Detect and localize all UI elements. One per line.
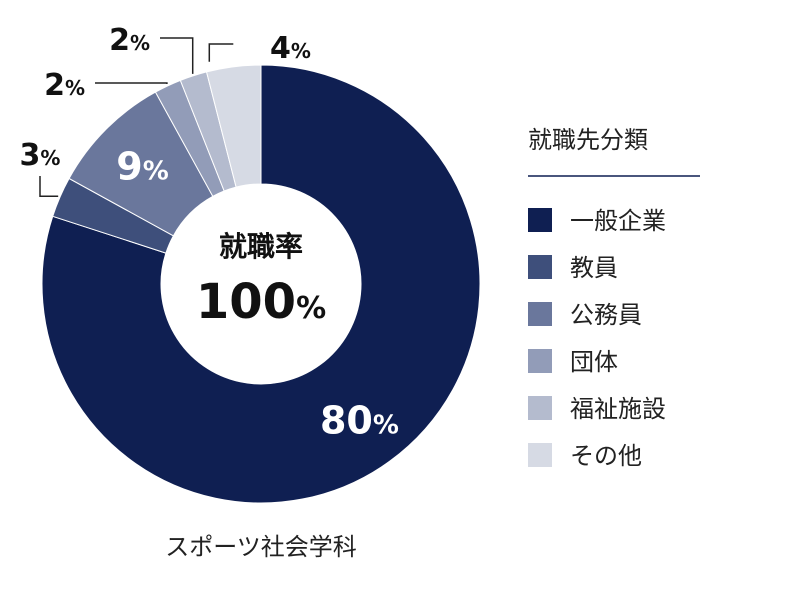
- leader-line-教員: [39, 176, 59, 197]
- legend-label-その他: その他: [570, 442, 642, 470]
- slice-label-団体: 2%: [44, 68, 85, 103]
- legend-label-福祉施設: 福祉施設: [570, 395, 666, 423]
- legend-label-公務員: 公務員: [570, 301, 642, 329]
- leader-line-団体: [95, 82, 168, 85]
- leader-lines: [39, 37, 234, 197]
- leader-line-福祉施設: [160, 37, 194, 74]
- leader-line-その他: [208, 43, 234, 62]
- legend-swatch-その他: [528, 443, 552, 467]
- legend-title: 就職先分類: [528, 126, 648, 154]
- chart-caption: スポーツ社会学科: [165, 533, 357, 561]
- legend-label-一般企業: 一般企業: [570, 207, 666, 235]
- legend-swatch-福祉施設: [528, 396, 552, 420]
- legend-swatch-団体: [528, 349, 552, 373]
- center-value: 100%: [196, 274, 326, 330]
- legend-swatch-教員: [528, 255, 552, 279]
- legend-label-教員: 教員: [570, 254, 618, 282]
- slice-label-教員: 3%: [20, 138, 61, 173]
- slice-label-その他: 4%: [270, 31, 311, 66]
- slice-label-福祉施設: 2%: [109, 23, 150, 58]
- slice-labels: 80% 9% 4% 2% 2% 3%: [20, 23, 399, 443]
- legend-label-団体: 団体: [570, 348, 618, 376]
- slice-label-一般企業: 80%: [320, 399, 399, 443]
- legend-swatch-公務員: [528, 302, 552, 326]
- center-title: 就職率: [219, 230, 303, 263]
- legend-swatch-一般企業: [528, 208, 552, 232]
- donut-slices: [41, 64, 481, 504]
- slice-label-公務員: 9%: [116, 145, 169, 189]
- donut-hole: [161, 184, 361, 384]
